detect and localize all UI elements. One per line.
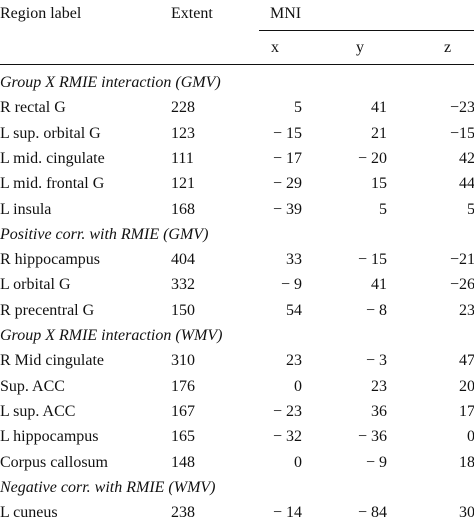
cell-y: − 3 — [365, 352, 387, 370]
cell-extent: 176 — [171, 377, 195, 395]
cell-z: −15 — [449, 124, 474, 142]
cell-region: R precentral G — [0, 301, 95, 319]
cell-x: − 29 — [272, 175, 302, 193]
cell-x: − 14 — [272, 504, 302, 522]
cell-extent: 150 — [171, 301, 195, 319]
cell-x: − 23 — [272, 402, 302, 420]
cell-y: 15 — [371, 175, 387, 193]
cell-z: 30 — [459, 504, 474, 522]
cell-z: 0 — [467, 428, 474, 446]
cell-x: 0 — [294, 377, 302, 395]
cell-z: −21 — [449, 251, 474, 269]
cell-z: 23 — [459, 301, 474, 319]
cell-x: − 15 — [272, 124, 302, 142]
region-label-header: Region label — [0, 5, 82, 22]
cell-region: L sup. ACC — [0, 402, 76, 420]
cell-extent: 167 — [171, 402, 195, 420]
cell-extent: 404 — [171, 251, 195, 269]
cell-region: Corpus callosum — [0, 453, 108, 471]
cell-region: L sup. orbital G — [0, 124, 101, 142]
cell-x: − 32 — [272, 428, 302, 446]
extent-header: Extent — [171, 5, 213, 22]
section-title: Positive corr. with RMIE (GMV) — [0, 225, 209, 243]
cell-z: 17 — [459, 402, 474, 420]
cell-z: 42 — [459, 149, 474, 167]
cell-y: − 8 — [365, 301, 387, 319]
cell-y: 21 — [371, 124, 387, 142]
cell-region: Sup. ACC — [0, 377, 65, 395]
section-title: Group X RMIE interaction (WMV) — [0, 327, 223, 344]
cell-x: − 9 — [280, 276, 302, 294]
cell-x: 5 — [294, 99, 302, 117]
cell-extent: 123 — [171, 124, 195, 142]
cell-z: 47 — [459, 352, 474, 370]
cell-y: − 36 — [357, 428, 387, 446]
cell-region: R rectal G — [0, 99, 66, 117]
cell-extent: 228 — [171, 99, 195, 117]
cell-y: − 84 — [357, 504, 387, 522]
cell-extent: 238 — [171, 504, 195, 522]
cell-region: L mid. frontal G — [0, 175, 105, 193]
cell-extent: 165 — [171, 428, 195, 446]
mni-header: MNI — [270, 5, 302, 22]
cell-y: − 15 — [357, 251, 387, 269]
cell-x: 0 — [294, 453, 302, 471]
cell-x: − 17 — [272, 149, 302, 167]
mni-underline — [259, 30, 474, 31]
cell-region: R Mid cingulate — [0, 352, 104, 370]
cell-x: 23 — [286, 352, 302, 370]
cell-y: − 9 — [365, 453, 387, 471]
cell-extent: 168 — [171, 200, 195, 218]
cell-x: 54 — [286, 301, 302, 319]
cell-region: L orbital G — [0, 276, 71, 294]
cell-z: 20 — [459, 377, 474, 395]
cell-extent: 148 — [171, 453, 195, 471]
cell-z: −26 — [449, 276, 474, 294]
section-title: Negative corr. with RMIE (WMV) — [0, 478, 216, 496]
cell-region: L hippocampus — [0, 428, 99, 446]
cell-y: 41 — [371, 276, 387, 294]
cell-x: − 39 — [272, 200, 302, 218]
cell-x: 33 — [286, 251, 302, 269]
cell-y: 23 — [371, 377, 387, 395]
cell-extent: 332 — [171, 276, 195, 294]
cell-z: 5 — [467, 200, 474, 218]
x-header: x — [271, 39, 279, 56]
cell-z: 44 — [459, 175, 474, 193]
cell-region: L mid. cingulate — [0, 149, 105, 167]
cell-extent: 111 — [171, 149, 194, 167]
cell-y: 41 — [371, 99, 387, 117]
cell-y: − 20 — [357, 149, 387, 167]
cell-extent: 310 — [171, 352, 195, 370]
cell-y: 5 — [379, 200, 387, 218]
cell-y: 36 — [371, 402, 387, 420]
section-title: Group X RMIE interaction (GMV) — [0, 74, 221, 91]
cell-z: −23 — [449, 99, 474, 117]
cell-region: L insula — [0, 200, 52, 218]
z-header: z — [444, 39, 452, 56]
cell-region: L cuneus — [0, 504, 58, 522]
cell-z: 18 — [459, 453, 474, 471]
y-header: y — [356, 39, 364, 56]
cell-region: R hippocampus — [0, 251, 100, 269]
header-bottom-rule — [0, 64, 474, 65]
cell-extent: 121 — [171, 175, 195, 193]
